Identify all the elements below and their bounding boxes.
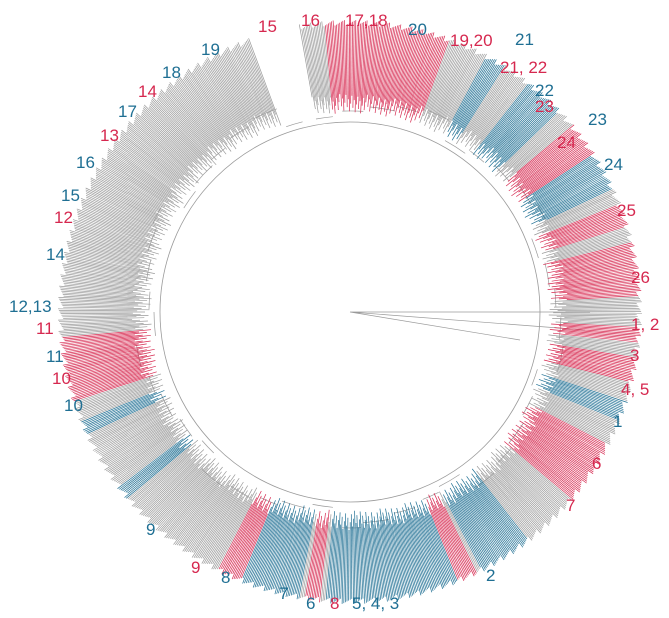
tree-leaf-branch	[351, 514, 352, 599]
inner-clade-arc	[286, 122, 302, 127]
clade-label-red-21-22: 21, 22	[500, 58, 547, 77]
clade-label-red-4-5: 4, 5	[621, 380, 649, 399]
inner-clade-arc	[282, 501, 306, 508]
tree-leaf-branch	[365, 520, 371, 600]
tree-leaf-branch	[345, 526, 346, 603]
tree-leaf-branch	[62, 293, 152, 299]
clade-label-red-11: 11	[36, 319, 54, 338]
clade-label-red-10: 10	[52, 369, 71, 388]
clade-label-blue-5-4-3: 5, 4, 3	[352, 594, 399, 613]
inner-clade-arc	[498, 449, 511, 462]
clade-label-blue-16: 16	[76, 153, 95, 172]
clade-label-red-13: 13	[100, 126, 119, 145]
clade-label-blue-17: 17	[118, 102, 137, 121]
clade-label-red-24: 24	[557, 133, 576, 152]
clade-label-red-9: 9	[191, 558, 200, 577]
clade-label-blue-19: 19	[201, 40, 220, 59]
clade-label-blue-2: 2	[486, 566, 495, 585]
clade-label-red-6: 6	[592, 454, 601, 473]
inner-clade-arc	[439, 475, 460, 487]
inner-clade-arc	[363, 519, 389, 522]
tree-leaf-branch	[567, 287, 639, 293]
tree-leaf-branch	[550, 308, 640, 309]
inner-clade-arc	[495, 165, 510, 181]
tree-leaf-branch	[346, 25, 347, 107]
clade-label-blue-15: 15	[61, 186, 80, 205]
inner-clade-arc	[313, 504, 333, 507]
clade-label-blue-12-13: 12,13	[9, 297, 52, 316]
tree-leaf-branch	[364, 25, 370, 110]
tree-leaf-branch	[247, 40, 275, 115]
tree-leaf-branch	[480, 483, 525, 543]
tree-leaf-branch	[86, 396, 166, 433]
clade-label-blue-9: 9	[146, 520, 155, 539]
tree-leaf-branch	[330, 22, 336, 105]
tree-leaf-branch	[76, 379, 162, 410]
tree-leaf-branch	[501, 465, 552, 517]
tree-leaf-branch	[331, 516, 337, 604]
clade-label-blue-11: 11	[46, 347, 64, 366]
clade-label-blue-10: 10	[64, 396, 83, 415]
clade-label-red-12: 12	[54, 208, 73, 227]
inner-clade-arc	[149, 292, 150, 310]
clade-label-blue-8: 8	[221, 568, 230, 587]
inner-clade-arc	[532, 239, 539, 258]
inner-clade-arc	[532, 369, 538, 385]
tree-leaf-branch	[127, 130, 189, 181]
clade-label-red-26: 26	[631, 268, 650, 287]
tree-leaf-branch	[127, 129, 184, 176]
clade-label-blue-21: 21	[515, 30, 534, 49]
clade-label-red-1-2: 1, 2	[631, 315, 659, 334]
clade-label-red-16: 16	[301, 11, 320, 30]
clade-label-red-25: 25	[617, 201, 636, 220]
clade-label-red-14: 14	[138, 82, 157, 101]
tree-leaf-branch	[58, 309, 149, 310]
clade-label-red-3: 3	[630, 346, 639, 365]
clade-label-blue-1: 1	[613, 412, 622, 431]
tree-leaf-branch	[64, 324, 152, 329]
inner-clade-arc	[154, 312, 156, 336]
tree-leaf-branch	[348, 24, 349, 99]
tree-leaf-branch	[347, 518, 348, 602]
inner-clade-arc	[445, 141, 465, 154]
tree-leaf-branch	[246, 41, 277, 122]
tree-leaf-branch	[114, 145, 176, 189]
clade-label-blue-6: 6	[306, 594, 315, 613]
clade-label-blue-18: 18	[162, 63, 181, 82]
inner-clade-arc	[316, 117, 333, 119]
tree-leaf-branch	[61, 314, 140, 315]
inner-clade-arc	[545, 263, 550, 287]
clade-label-red-17-18: 17,18	[345, 11, 388, 30]
tree-leaf-branch	[71, 372, 157, 399]
clade-label-red-19-20: 19,20	[450, 31, 493, 50]
inner-clade-arc	[148, 228, 157, 252]
tree-leaf-branch	[141, 115, 198, 168]
clade-label-blue-7: 7	[279, 584, 288, 603]
tree-leaf-branch	[561, 314, 637, 315]
clade-label-red-15: 15	[258, 17, 277, 36]
clade-label-red-7: 7	[566, 496, 575, 515]
clade-label-blue-20: 20	[408, 20, 427, 39]
tree-leaf-branch	[424, 40, 455, 121]
tree-leaf-branch	[353, 527, 354, 605]
clade-label-blue-24: 24	[604, 155, 623, 174]
tree-leaf-branch	[558, 310, 641, 311]
clade-label-blue-23: 23	[588, 110, 607, 129]
tree-leaf-branch	[121, 134, 180, 180]
tree-leaf-branch	[352, 22, 353, 96]
clade-label-blue-22: 22	[535, 81, 554, 100]
tree-leaf-branch	[179, 76, 224, 138]
clade-label-blue-14: 14	[46, 245, 65, 264]
tree-leaf-branch	[366, 24, 372, 102]
clade-label-red-8: 8	[330, 594, 339, 613]
